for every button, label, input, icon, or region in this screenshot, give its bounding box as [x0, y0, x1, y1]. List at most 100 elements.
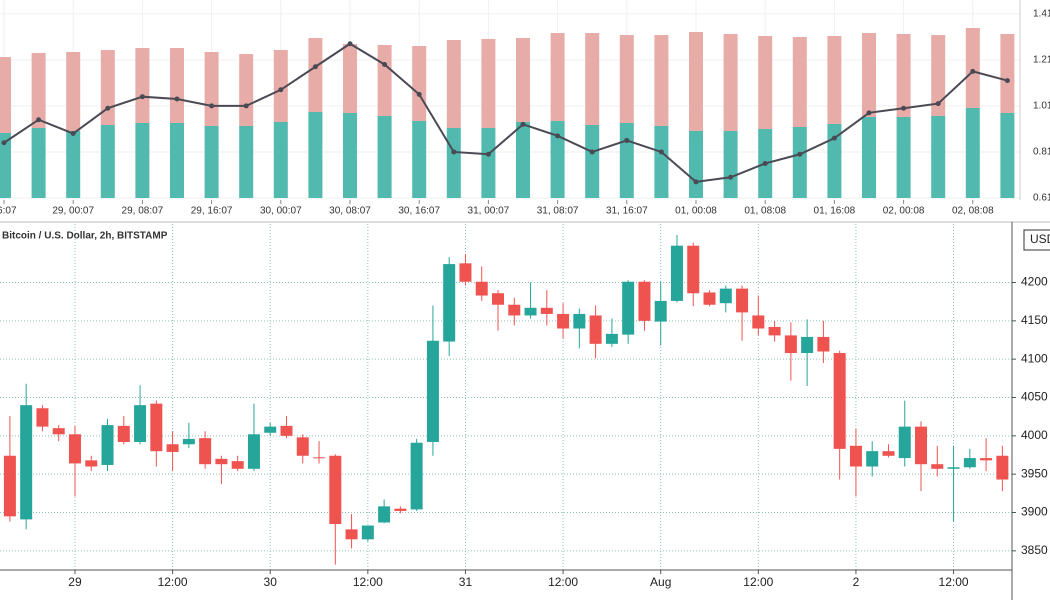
candle-body [670, 245, 683, 301]
bar-segment [170, 48, 184, 123]
candle-body [508, 304, 521, 316]
candle-body [492, 293, 504, 305]
bar-segment [343, 44, 357, 113]
bar-segment [723, 34, 738, 131]
ratio-point [209, 103, 215, 109]
candle-body [849, 445, 862, 467]
ratio-point [935, 101, 941, 107]
x-tick-label: 31 [459, 575, 473, 589]
bar-segment [135, 123, 150, 198]
bar-segment [931, 116, 946, 198]
candle-body [378, 506, 391, 523]
ratio-point [970, 68, 976, 74]
bar-segment [446, 128, 461, 198]
bar-segment [896, 34, 911, 117]
candle-body [833, 353, 846, 449]
bar-segment [896, 117, 911, 198]
bar-segment [550, 121, 565, 198]
ratio-point [416, 91, 422, 97]
y-tick-label: 4100 [1021, 351, 1048, 365]
bar-segment [862, 117, 876, 198]
candle-body [475, 281, 488, 296]
ratio-point [866, 110, 872, 116]
candle-body [247, 434, 260, 469]
candle-body [866, 451, 879, 467]
candle-body [134, 405, 147, 442]
ratio-point [589, 149, 595, 155]
candle-body [296, 437, 309, 456]
candle-body [166, 444, 179, 452]
x-tick-label: 30, 08:07 [329, 206, 371, 217]
x-tick-label: 31, 16:07 [606, 206, 648, 217]
x-tick-label: 12:00 [743, 575, 773, 589]
candle-body [719, 288, 732, 304]
candle-body [687, 245, 700, 294]
x-tick-label: 29, 08:07 [122, 206, 164, 217]
x-tick-label: 30, 00:07 [260, 206, 302, 217]
candle-body [931, 464, 944, 469]
candle-body [589, 315, 602, 344]
candle-body [150, 403, 163, 452]
x-tick-label: Aug [650, 575, 671, 589]
y-tick-label: 1.01 [1033, 101, 1050, 112]
ratio-line [3, 42, 1008, 183]
bar-segment [654, 35, 669, 126]
x-tick-label: 12:00 [548, 575, 578, 589]
ratio-point [451, 149, 457, 155]
y-tick-label: 0.61 [1033, 193, 1050, 204]
ratio-point [693, 179, 699, 185]
ratio-point [174, 96, 180, 102]
candle-body [264, 426, 277, 433]
candle-body [329, 455, 342, 524]
candle-body [605, 333, 618, 344]
bar-segment [654, 126, 669, 198]
y-axis-label: USD [1030, 232, 1050, 246]
bar-segment [689, 32, 703, 131]
bar-segment [585, 33, 600, 125]
ratio-point [728, 174, 734, 180]
bar-segment [931, 35, 946, 116]
ratio-point [555, 133, 561, 139]
candle-body [817, 336, 830, 352]
bar-segment [758, 36, 773, 129]
bar-segment [619, 35, 634, 123]
candle-body [524, 307, 537, 316]
bar-segment [689, 131, 703, 198]
candle-body [361, 525, 374, 540]
candle-body [117, 425, 130, 442]
x-tick-label: 02, 08:08 [952, 206, 994, 217]
candle-body [231, 461, 244, 469]
y-tick-label: 3900 [1021, 505, 1048, 519]
candle-body [915, 426, 928, 465]
candle-body [199, 438, 212, 465]
ratio-point [831, 135, 837, 141]
y-tick-label: 4050 [1021, 390, 1048, 404]
candle-body [736, 288, 749, 313]
ratio-point [901, 105, 907, 111]
ratio-point [347, 41, 353, 47]
candle-body [996, 455, 1009, 480]
bar-segment [792, 37, 807, 127]
candle-body [898, 426, 911, 459]
ratio-point [382, 61, 388, 67]
ratio-point [1004, 78, 1010, 84]
ratio-point [36, 117, 42, 123]
bar-segment [827, 36, 842, 124]
bar-segment [619, 123, 634, 198]
candle-body [459, 263, 472, 282]
x-tick-label: 02, 00:08 [883, 206, 925, 217]
y-tick-label: 3950 [1021, 466, 1048, 480]
bar-segment [135, 48, 150, 123]
bar-segment [0, 133, 11, 198]
bar-segment [965, 108, 980, 198]
candle-body [882, 451, 895, 456]
bar-segment [308, 112, 323, 198]
candle-body [801, 336, 814, 354]
bar-segment [481, 128, 496, 198]
candle-body [280, 425, 293, 436]
bar-segment [343, 113, 357, 198]
bar-segment [308, 38, 323, 112]
y-tick-label: 4000 [1021, 428, 1048, 442]
candle-body [443, 264, 456, 342]
candle-body [980, 458, 993, 461]
